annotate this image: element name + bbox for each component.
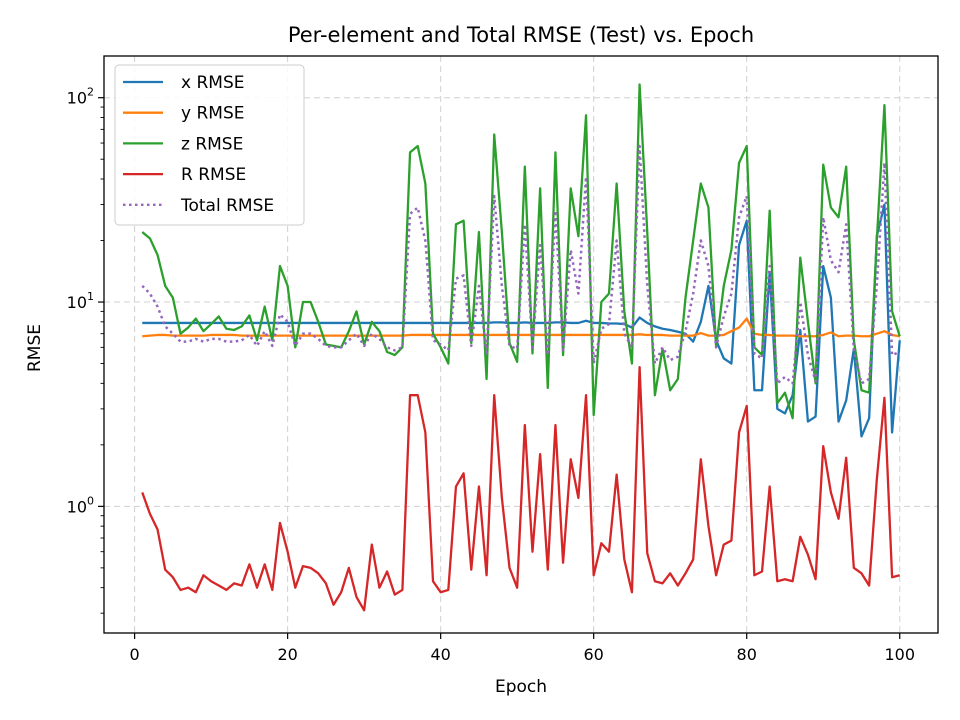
legend-entry-label: R RMSE xyxy=(181,165,246,185)
chart-title: Per-element and Total RMSE (Test) vs. Ep… xyxy=(288,23,754,47)
y-tick-label: 101 xyxy=(67,290,94,312)
series-layer xyxy=(141,83,901,612)
x-tick-label: 80 xyxy=(737,645,757,664)
y-tick-exponent: 2 xyxy=(87,86,94,99)
x-tick-label: 20 xyxy=(277,645,297,664)
x-tick-label: 0 xyxy=(130,645,140,664)
legend-entry-label: y RMSE xyxy=(181,104,244,124)
y-tick-base: 10 xyxy=(67,89,87,108)
plot-frame xyxy=(103,55,939,634)
x-tick-label: 40 xyxy=(430,645,450,664)
y-tick-label: 102 xyxy=(67,86,94,108)
y-tick-exponent: 0 xyxy=(87,494,94,507)
legend-entry-label: z RMSE xyxy=(181,134,243,154)
y-tick-base: 10 xyxy=(67,497,87,516)
x-tick-label: 100 xyxy=(884,645,915,664)
y-tick-label: 100 xyxy=(67,494,94,516)
y-axis-label: RMSE xyxy=(25,324,45,372)
x-axis-label: Epoch xyxy=(495,677,547,697)
series-line-total-rmse xyxy=(141,144,901,385)
series-line-r-rmse xyxy=(141,366,901,612)
y-tick-exponent: 1 xyxy=(87,290,94,303)
x-axis: 0 20 40 60 80 100 xyxy=(130,633,915,664)
x-tick-label: 60 xyxy=(584,645,604,664)
y-tick-base: 10 xyxy=(67,293,87,312)
legend-entry-label: x RMSE xyxy=(181,73,244,93)
legend: x RMSE y RMSE z RMSE R RMSE Total RMSE xyxy=(114,64,305,226)
legend-entry-label: Total RMSE xyxy=(180,196,274,216)
legend-box xyxy=(114,64,305,226)
